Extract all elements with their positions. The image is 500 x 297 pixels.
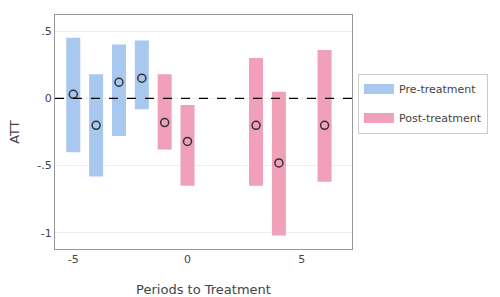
svg-text:-5: -5 — [68, 253, 79, 266]
svg-text:0: 0 — [45, 92, 52, 105]
svg-text:-.5: -.5 — [37, 159, 51, 172]
svg-text:ATT: ATT — [7, 120, 22, 144]
svg-text:.5: .5 — [41, 25, 52, 38]
svg-text:Pre-treatment: Pre-treatment — [399, 83, 476, 96]
svg-text:-1: -1 — [41, 227, 52, 240]
svg-text:5: 5 — [298, 253, 305, 266]
svg-text:0: 0 — [184, 253, 191, 266]
svg-text:Post-treatment: Post-treatment — [399, 112, 482, 125]
svg-text:Periods to Treatment: Periods to Treatment — [136, 282, 271, 297]
